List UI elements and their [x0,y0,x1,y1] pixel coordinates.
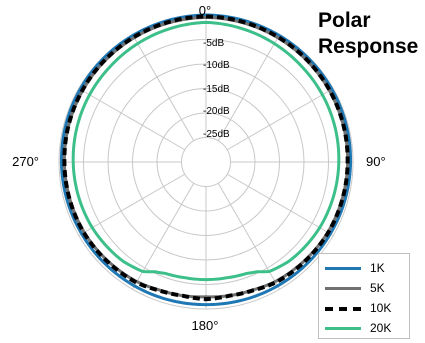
angle-label-90: 90° [366,154,386,169]
legend-item-20k: 20K [325,320,409,336]
series-1k-curve [59,13,353,307]
legend-swatch-5k [325,287,361,290]
radial-label-10: -10dB [203,60,230,71]
grid-spoke [132,34,195,142]
chart-title: Polar Response [318,8,418,60]
chart-title-line2: Response [318,35,419,58]
series-layer [59,13,353,307]
legend: 1K 5K 10K 20K [318,253,410,339]
legend-label-20k: 20K [370,321,392,335]
chart-title-line1: Polar [318,9,371,32]
legend-item-1k: 1K [325,260,409,276]
grid-spoke [217,34,280,142]
series-20k-curve [71,20,341,282]
legend-swatch-20k [325,327,361,330]
legend-label-5k: 5K [370,281,385,295]
series-10k-curve [62,14,350,302]
grid-spoke [78,88,186,151]
legend-label-1k: 1K [370,261,385,275]
label-layer: 0° 90° 180° 270° -5dB -10dB -15dB -20dB … [12,3,386,333]
angle-label-0: 0° [199,3,211,18]
grid-ring [181,137,231,187]
radial-label-20: -20dB [203,106,230,117]
legend-label-10k: 10K [370,301,392,315]
radial-label-25: -25dB [203,129,230,140]
legend-swatch-1k [325,267,361,270]
angle-label-270: 270° [12,154,39,169]
legend-item-10k: 10K [325,300,409,316]
legend-item-5k: 5K [325,280,409,296]
grid-spoke [226,88,334,151]
angle-label-180: 180° [192,318,219,333]
legend-swatch-10k [325,307,361,311]
radial-label-5: -5dB [203,38,224,49]
radial-label-15: -15dB [203,84,230,95]
grid-spoke [226,173,334,236]
grid-spoke [78,173,186,236]
